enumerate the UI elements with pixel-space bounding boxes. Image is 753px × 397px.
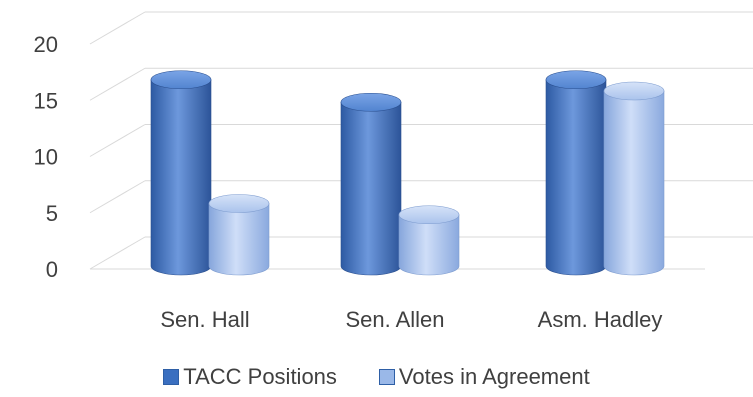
legend-item-tacc: TACC Positions <box>163 364 337 390</box>
gridline-diagonal <box>89 67 146 101</box>
y-tick-label: 20 <box>34 32 58 57</box>
bar-top <box>398 205 460 225</box>
legend-label-votes: Votes in Agreement <box>398 364 590 389</box>
legend-item-votes: Votes in Agreement <box>378 364 590 390</box>
bar <box>340 92 402 276</box>
bar-top <box>208 194 270 213</box>
gridline-diagonal <box>89 180 146 214</box>
y-tick-label: 10 <box>34 145 58 170</box>
bar-body <box>603 90 665 276</box>
chart-plot: 0 5 10 15 20 Sen. Hall Sen. Allen Asm. Hadley <box>34 11 753 332</box>
bar-top <box>603 81 665 101</box>
x-category-label: Asm. Hadley <box>538 307 663 332</box>
bar-top <box>150 70 212 90</box>
legend-swatch-tacc <box>163 369 180 385</box>
gridline-diagonal <box>89 11 146 45</box>
legend-swatch-votes <box>378 369 395 385</box>
bar-top <box>545 70 607 90</box>
legend: TACC Positions Votes in Agreement <box>0 364 753 390</box>
bar <box>398 205 460 276</box>
gridline-diagonal <box>89 236 146 270</box>
bar <box>545 70 607 276</box>
bar-body <box>208 203 270 276</box>
bar <box>150 70 212 276</box>
y-tick-label: 15 <box>34 88 58 113</box>
gridline-diagonal <box>89 124 146 157</box>
bar-body <box>150 79 212 276</box>
x-category-label: Sen. Hall <box>160 307 249 332</box>
bar-body <box>398 214 460 276</box>
bar <box>603 81 665 276</box>
bar-top <box>340 92 402 112</box>
y-tick-label: 5 <box>46 201 58 226</box>
bar <box>208 194 270 276</box>
bar-body <box>340 101 402 276</box>
x-category-label: Sen. Allen <box>345 307 444 332</box>
legend-label-tacc: TACC Positions <box>183 364 337 389</box>
y-tick-label: 0 <box>46 257 58 282</box>
bar-body <box>545 79 607 276</box>
